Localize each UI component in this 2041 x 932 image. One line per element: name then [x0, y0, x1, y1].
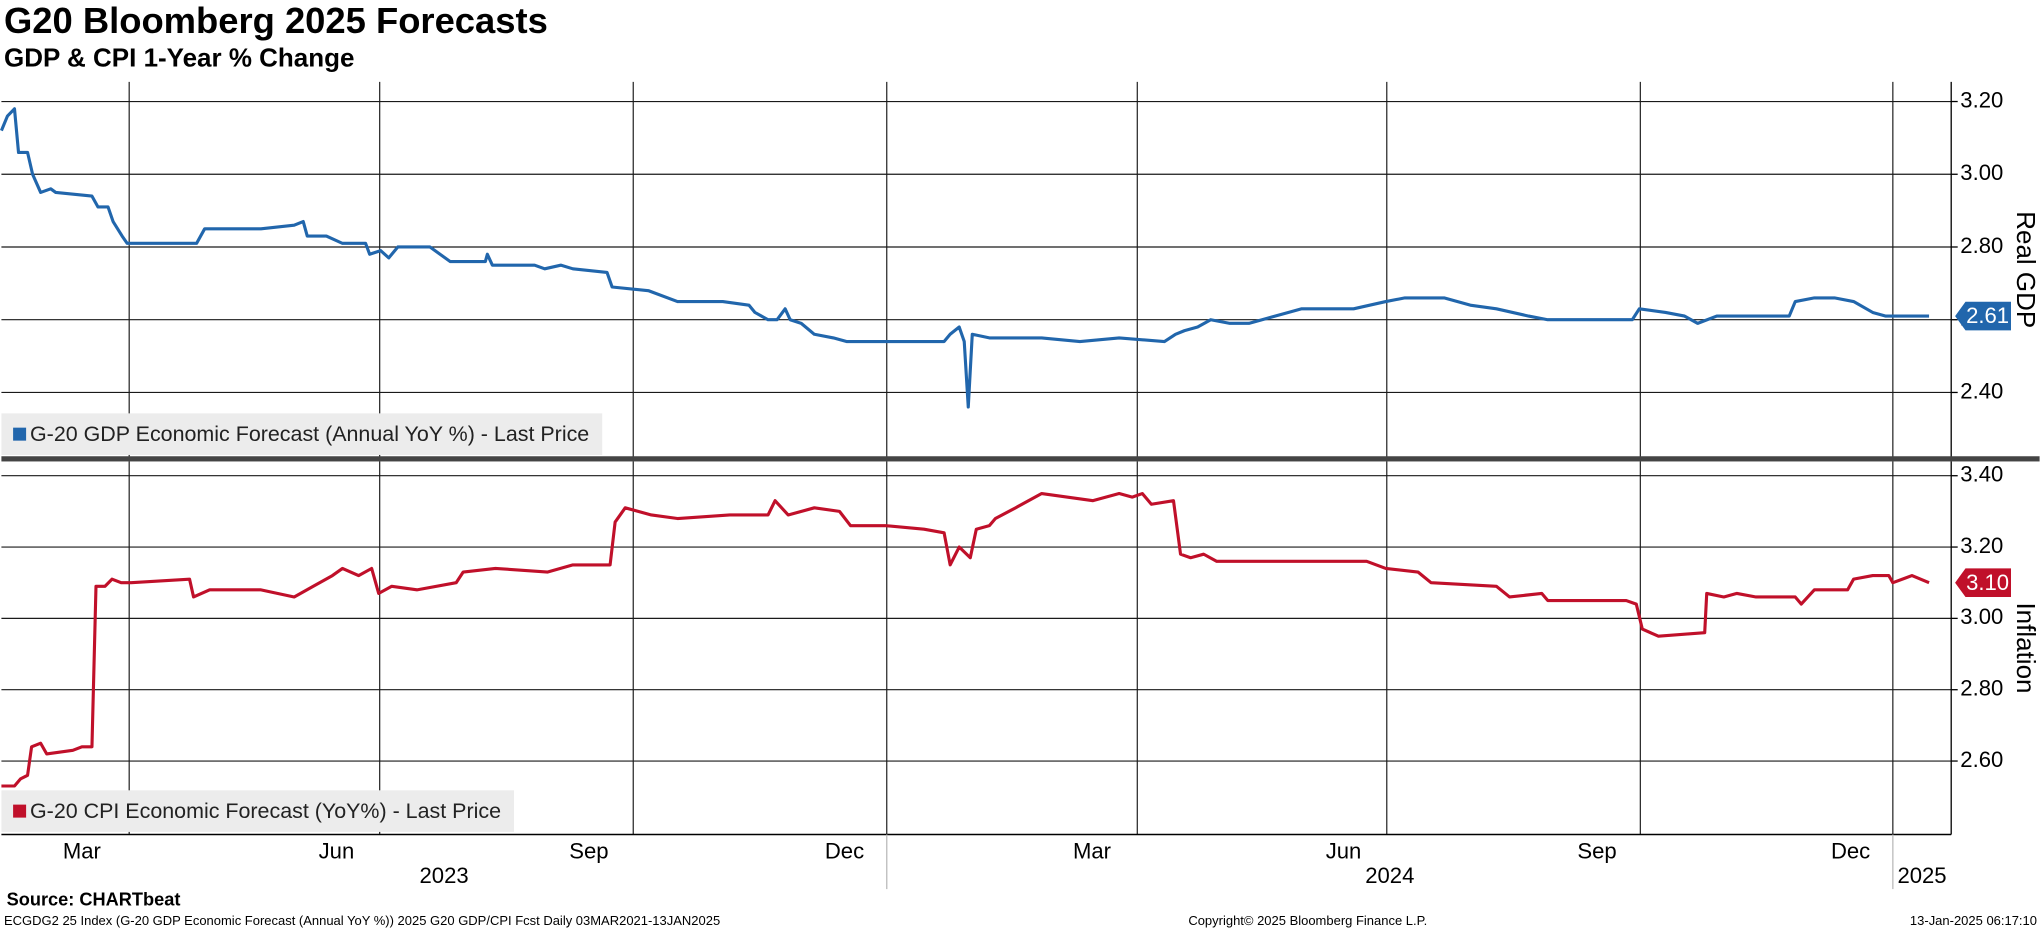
y-tick-label: 2.40 [1960, 378, 2003, 403]
legend-label: G-20 GDP Economic Forecast (Annual YoY %… [30, 422, 589, 446]
legend-box [1, 413, 603, 455]
x-tick-label: Sep [1577, 839, 1616, 864]
x-tick-label: Dec [1831, 839, 1870, 864]
chart-subtitle: GDP & CPI 1-Year % Change [4, 43, 354, 73]
y-tick-label: 2.80 [1960, 233, 2003, 258]
x-tick-label: Dec [825, 839, 864, 864]
last-value-label: 3.10 [1966, 570, 2009, 595]
panel-divider [1, 456, 2040, 462]
x-tick-label: Mar [63, 839, 101, 864]
last-value-label: 2.61 [1966, 303, 2009, 328]
year-label: 2025 [1897, 863, 1946, 888]
series-line [1, 491, 1930, 788]
year-label: 2023 [420, 863, 469, 888]
series-line [0, 107, 1930, 409]
y-tick-label: 2.80 [1960, 676, 2003, 701]
x-tick-label: Jun [319, 839, 355, 864]
y-axis-label: Real GDP [2011, 211, 2041, 328]
x-tick-label: Mar [1073, 839, 1111, 864]
y-tick-label: 3.20 [1960, 533, 2003, 558]
y-tick-label: 3.20 [1960, 87, 2003, 112]
source: Source: CHARTbeat [7, 890, 181, 910]
y-axis-label: Inflation [2011, 602, 2041, 693]
legend-label: G-20 CPI Economic Forecast (YoY%) - Last… [30, 799, 501, 823]
footer-right: 13-Jan-2025 06:17:10 [1910, 913, 2037, 928]
x-tick-label: Jun [1326, 839, 1362, 864]
y-tick-label: 3.00 [1960, 604, 2003, 629]
last-value-tag [1955, 568, 2011, 598]
y-tick-label: 2.60 [1960, 747, 2003, 772]
y-tick-label: 3.00 [1960, 160, 2003, 185]
footer-center: Copyright© 2025 Bloomberg Finance L.P. [1188, 913, 1427, 928]
y-tick-label: 3.40 [1960, 462, 2003, 487]
last-value-tag [1955, 301, 2011, 331]
legend-box [1, 790, 515, 832]
chart-title: G20 Bloomberg 2025 Forecasts [4, 0, 548, 41]
legend-swatch [13, 427, 27, 441]
legend-swatch [13, 804, 27, 818]
x-tick-label: Sep [569, 839, 608, 864]
year-label: 2024 [1365, 863, 1414, 888]
footer-left: ECGDG2 25 Index (G-20 GDP Economic Forec… [4, 913, 720, 928]
